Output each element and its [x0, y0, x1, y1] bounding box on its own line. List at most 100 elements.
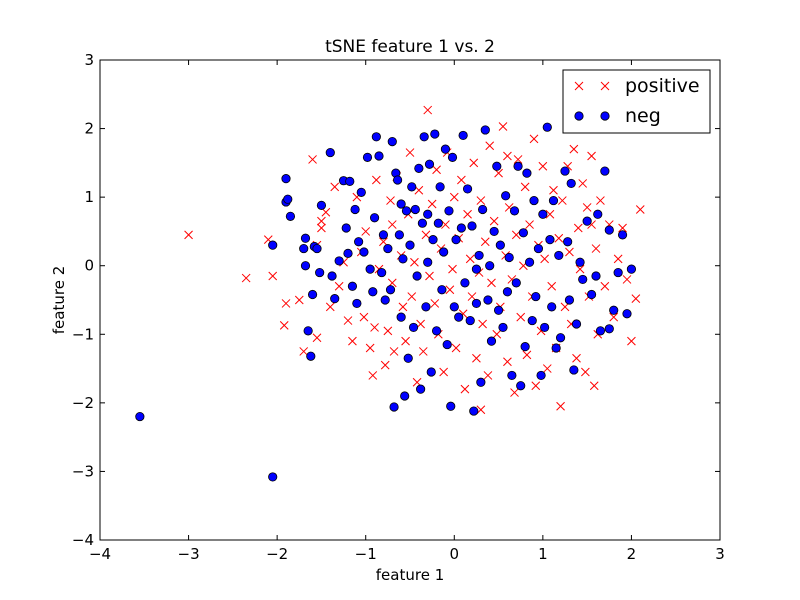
point-positive: [565, 247, 574, 257]
point-positive: [281, 299, 291, 308]
point-positive: [485, 141, 495, 151]
point-positive: [325, 302, 335, 312]
y-tick-label: 3: [84, 51, 94, 69]
point-neg: [389, 402, 399, 412]
point-neg: [449, 302, 459, 312]
point-neg: [359, 247, 369, 257]
point-positive: [545, 209, 555, 219]
point-neg: [334, 256, 344, 266]
point-positive: [425, 271, 434, 281]
point-neg: [474, 250, 484, 261]
point-positive: [449, 192, 459, 202]
point-positive: [557, 196, 567, 205]
point-neg: [327, 271, 337, 281]
point-neg: [345, 176, 355, 186]
point-neg: [383, 243, 393, 254]
point-positive: [483, 371, 493, 380]
point-neg: [380, 295, 390, 305]
point-neg: [362, 152, 373, 162]
point-neg: [513, 161, 523, 171]
x-axis-label: feature 1: [376, 566, 444, 584]
point-neg: [548, 195, 559, 206]
point-neg: [480, 125, 490, 135]
point-neg: [511, 278, 521, 288]
point-positive: [522, 350, 532, 360]
point-neg: [412, 271, 422, 281]
point-positive: [529, 134, 539, 144]
point-positive: [398, 302, 408, 312]
point-positive: [457, 175, 466, 185]
point-neg: [493, 305, 504, 315]
point-neg: [325, 147, 335, 158]
point-neg: [350, 204, 360, 215]
point-neg: [283, 194, 293, 204]
point-positive: [516, 312, 526, 322]
point-positive: [371, 175, 381, 185]
point-neg: [405, 240, 415, 250]
point-neg: [554, 250, 564, 261]
point-neg: [433, 218, 443, 228]
legend-marker-glyph: [600, 111, 610, 121]
point-positive: [556, 401, 565, 411]
x-tick-label: −4: [89, 545, 111, 563]
point-neg: [316, 200, 327, 210]
point-neg: [396, 312, 406, 322]
point-neg: [486, 336, 497, 346]
point-neg: [392, 175, 403, 185]
point-neg: [401, 206, 412, 216]
point-neg: [609, 305, 619, 315]
point-positive: [463, 209, 472, 219]
point-neg: [377, 267, 387, 278]
y-tick-label: −2: [72, 394, 94, 412]
point-neg: [352, 298, 362, 309]
point-neg: [387, 137, 397, 147]
point-positive: [573, 223, 583, 233]
point-positive: [460, 384, 470, 394]
point-neg: [428, 235, 438, 245]
point-positive: [343, 316, 353, 325]
point-neg: [285, 211, 296, 221]
point-neg: [531, 291, 541, 302]
point-neg: [460, 278, 470, 288]
point-positive: [432, 165, 441, 175]
point-positive: [317, 223, 326, 233]
point-positive: [489, 216, 499, 226]
point-neg: [467, 221, 477, 231]
point-neg: [483, 295, 493, 305]
x-tick-label: −1: [355, 545, 377, 563]
point-neg: [300, 261, 311, 271]
legend-label-neg: neg: [625, 105, 661, 127]
point-neg: [591, 271, 601, 281]
y-tick-label: 1: [84, 188, 94, 206]
point-positive: [572, 353, 581, 363]
point-neg: [426, 367, 436, 377]
point-neg: [520, 342, 530, 352]
chart-title: tSNE feature 1 vs. 2: [325, 37, 495, 57]
point-neg: [509, 206, 520, 216]
y-tick-label: −3: [72, 462, 94, 480]
point-neg: [419, 132, 429, 142]
point-positive: [241, 273, 251, 283]
point-positive: [635, 205, 645, 214]
point-positive: [472, 353, 481, 363]
ticks-layer: −4 −3 −2 −1 0 1 2 3 −4 −3 −2 −1 0 1 2 3: [72, 51, 725, 563]
point-neg: [330, 294, 340, 304]
legend-marker-glyph: [574, 81, 584, 91]
point-neg: [312, 243, 322, 254]
point-neg: [423, 209, 433, 219]
legend: positive neg: [562, 69, 711, 134]
point-neg: [485, 261, 495, 271]
point-neg: [281, 174, 291, 184]
point-positive: [430, 299, 440, 308]
point-neg: [439, 247, 449, 257]
point-positive: [525, 220, 534, 229]
point-neg: [604, 324, 614, 334]
point-neg: [371, 132, 381, 142]
point-neg: [400, 391, 410, 401]
point-positive: [421, 230, 431, 240]
points-layer: [135, 105, 645, 482]
legend-marker-neg: [574, 111, 610, 121]
x-tick-label: −3: [178, 545, 200, 563]
point-positive: [538, 161, 548, 171]
